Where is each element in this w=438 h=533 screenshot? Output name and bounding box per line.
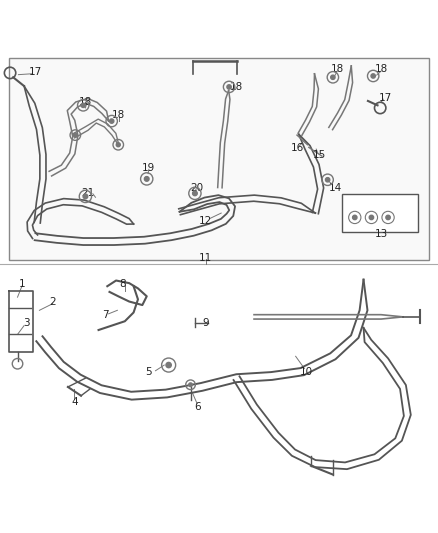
Text: 17: 17 xyxy=(28,67,42,77)
Text: 6: 6 xyxy=(194,402,201,411)
Circle shape xyxy=(145,176,149,181)
Text: 1: 1 xyxy=(18,279,25,289)
Circle shape xyxy=(325,177,330,182)
Circle shape xyxy=(81,103,85,108)
Bar xyxy=(342,194,418,232)
Text: 13: 13 xyxy=(374,229,388,239)
Text: 19: 19 xyxy=(142,163,155,173)
Circle shape xyxy=(83,194,88,199)
Text: 20: 20 xyxy=(191,183,204,192)
Text: 12: 12 xyxy=(199,215,212,225)
Text: 8: 8 xyxy=(119,279,126,289)
Text: 18: 18 xyxy=(374,64,388,75)
Text: 18: 18 xyxy=(331,64,344,75)
Text: 5: 5 xyxy=(145,367,152,377)
Circle shape xyxy=(386,215,390,220)
Circle shape xyxy=(73,133,78,137)
Circle shape xyxy=(116,143,120,147)
Text: 17: 17 xyxy=(379,93,392,103)
Circle shape xyxy=(353,215,357,220)
Circle shape xyxy=(371,74,375,78)
Text: 18: 18 xyxy=(112,110,125,120)
Text: 7: 7 xyxy=(102,310,109,320)
Text: 11: 11 xyxy=(199,253,212,263)
Text: 2: 2 xyxy=(49,296,56,306)
Text: 14: 14 xyxy=(328,183,342,192)
Bar xyxy=(9,59,429,260)
Circle shape xyxy=(189,383,192,386)
Circle shape xyxy=(110,119,114,123)
Text: 4: 4 xyxy=(71,397,78,407)
Circle shape xyxy=(193,191,197,196)
Circle shape xyxy=(227,85,231,89)
Text: 21: 21 xyxy=(81,188,94,198)
Text: 16: 16 xyxy=(291,143,304,154)
Text: 15: 15 xyxy=(313,150,326,160)
Circle shape xyxy=(331,75,335,79)
Text: 9: 9 xyxy=(202,318,209,328)
Text: 10: 10 xyxy=(300,367,313,377)
Text: 18: 18 xyxy=(79,97,92,107)
Circle shape xyxy=(166,362,171,368)
Text: 18: 18 xyxy=(230,82,243,92)
Circle shape xyxy=(369,215,374,220)
Text: 3: 3 xyxy=(23,318,30,328)
